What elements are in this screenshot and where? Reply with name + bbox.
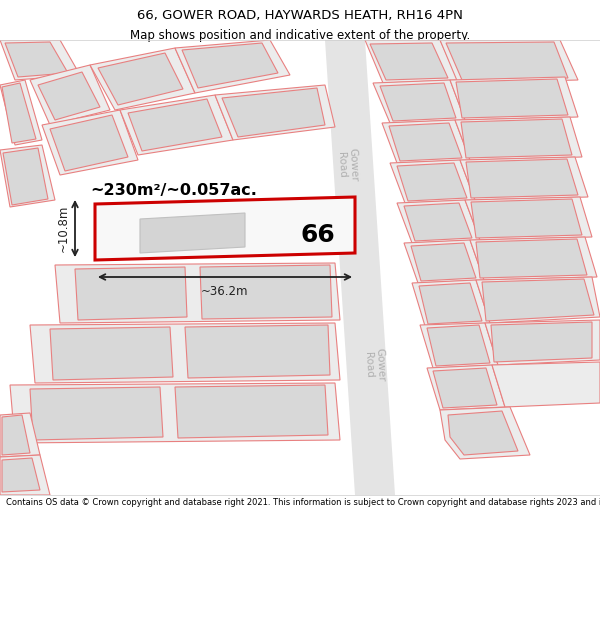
Polygon shape bbox=[370, 43, 448, 80]
Polygon shape bbox=[470, 237, 597, 280]
Polygon shape bbox=[50, 327, 173, 380]
Polygon shape bbox=[95, 197, 355, 260]
Polygon shape bbox=[5, 42, 68, 77]
Polygon shape bbox=[128, 99, 222, 151]
Polygon shape bbox=[30, 323, 340, 383]
Polygon shape bbox=[433, 368, 497, 408]
Polygon shape bbox=[10, 383, 340, 443]
Polygon shape bbox=[448, 411, 518, 455]
Text: 66: 66 bbox=[301, 223, 335, 247]
Polygon shape bbox=[476, 239, 587, 278]
Polygon shape bbox=[397, 163, 467, 201]
Polygon shape bbox=[185, 325, 330, 378]
Polygon shape bbox=[440, 40, 578, 83]
Polygon shape bbox=[2, 83, 36, 143]
Polygon shape bbox=[50, 115, 128, 171]
Polygon shape bbox=[455, 117, 582, 160]
Polygon shape bbox=[440, 407, 530, 459]
Polygon shape bbox=[460, 157, 588, 200]
Polygon shape bbox=[2, 415, 30, 455]
Polygon shape bbox=[0, 40, 80, 80]
Text: ~36.2m: ~36.2m bbox=[201, 285, 249, 298]
Polygon shape bbox=[42, 110, 138, 175]
Polygon shape bbox=[175, 40, 290, 93]
Polygon shape bbox=[373, 80, 465, 123]
Polygon shape bbox=[456, 79, 568, 118]
Polygon shape bbox=[491, 322, 592, 362]
Polygon shape bbox=[412, 280, 490, 326]
Text: 66, GOWER ROAD, HAYWARDS HEATH, RH16 4PN: 66, GOWER ROAD, HAYWARDS HEATH, RH16 4PN bbox=[137, 9, 463, 22]
Polygon shape bbox=[465, 197, 592, 240]
Polygon shape bbox=[485, 320, 600, 365]
Text: Gower
Road: Gower Road bbox=[362, 348, 386, 382]
Polygon shape bbox=[182, 43, 278, 88]
Polygon shape bbox=[175, 385, 328, 438]
Polygon shape bbox=[98, 53, 183, 105]
Polygon shape bbox=[0, 455, 50, 495]
Polygon shape bbox=[466, 159, 578, 198]
Text: Gower
Road: Gower Road bbox=[335, 148, 359, 182]
Polygon shape bbox=[90, 48, 195, 110]
Polygon shape bbox=[222, 88, 325, 137]
Text: ~230m²/~0.057ac.: ~230m²/~0.057ac. bbox=[90, 182, 257, 198]
Polygon shape bbox=[2, 458, 40, 492]
Polygon shape bbox=[471, 199, 582, 238]
Text: Map shows position and indicative extent of the property.: Map shows position and indicative extent… bbox=[130, 29, 470, 42]
Polygon shape bbox=[120, 95, 233, 155]
Polygon shape bbox=[404, 240, 484, 283]
Polygon shape bbox=[492, 362, 600, 407]
Polygon shape bbox=[0, 413, 40, 457]
Polygon shape bbox=[404, 203, 472, 241]
Polygon shape bbox=[411, 243, 476, 281]
Polygon shape bbox=[215, 85, 335, 140]
Polygon shape bbox=[55, 263, 340, 323]
Polygon shape bbox=[397, 200, 480, 243]
Polygon shape bbox=[427, 325, 490, 366]
Polygon shape bbox=[382, 120, 470, 163]
Polygon shape bbox=[446, 42, 568, 80]
Polygon shape bbox=[420, 323, 498, 368]
Polygon shape bbox=[482, 279, 594, 321]
Polygon shape bbox=[450, 77, 578, 120]
Polygon shape bbox=[75, 267, 187, 320]
Polygon shape bbox=[390, 160, 475, 203]
Polygon shape bbox=[325, 40, 395, 495]
Polygon shape bbox=[419, 283, 482, 324]
Text: ~10.8m: ~10.8m bbox=[57, 205, 70, 252]
Polygon shape bbox=[30, 65, 110, 125]
Polygon shape bbox=[427, 365, 505, 410]
Polygon shape bbox=[365, 40, 458, 83]
Polygon shape bbox=[380, 83, 456, 121]
Polygon shape bbox=[3, 148, 48, 205]
Polygon shape bbox=[38, 72, 100, 120]
Polygon shape bbox=[0, 80, 42, 145]
Polygon shape bbox=[389, 123, 462, 161]
Text: Contains OS data © Crown copyright and database right 2021. This information is : Contains OS data © Crown copyright and d… bbox=[6, 498, 600, 507]
Polygon shape bbox=[476, 277, 600, 323]
Polygon shape bbox=[0, 145, 55, 207]
Polygon shape bbox=[200, 265, 332, 319]
Polygon shape bbox=[30, 387, 163, 440]
Polygon shape bbox=[140, 213, 245, 253]
Polygon shape bbox=[461, 119, 572, 158]
